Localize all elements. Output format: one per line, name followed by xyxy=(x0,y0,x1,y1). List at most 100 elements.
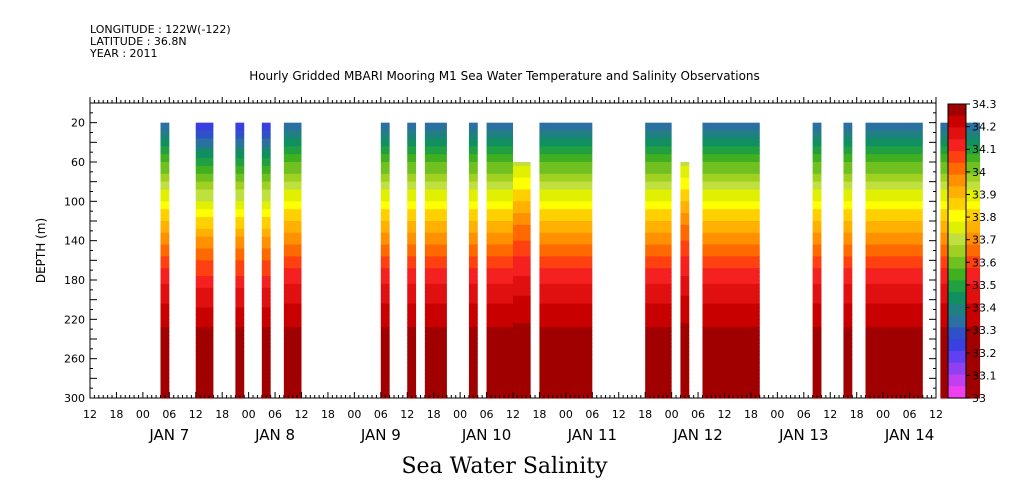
x-tick-label: 00 xyxy=(665,408,679,421)
salinity-column xyxy=(539,122,593,399)
y-tick-label: 180 xyxy=(64,274,85,287)
x-tick-label: 12 xyxy=(83,408,97,421)
colorbar-swatch xyxy=(948,115,966,129)
salinity-column xyxy=(424,122,447,399)
colorbar-label: 33.5 xyxy=(972,279,997,292)
salinity-column xyxy=(283,122,302,399)
x-day-label: JAN 11 xyxy=(567,426,618,444)
salinity-column xyxy=(160,122,170,399)
colorbar-swatch xyxy=(948,327,966,340)
y-tick-label: 60 xyxy=(71,156,85,169)
x-tick-label: 06 xyxy=(585,408,599,421)
x-tick-label: 18 xyxy=(427,408,441,421)
colorbar-swatch xyxy=(948,339,966,352)
colorbar-label: 33.2 xyxy=(972,347,997,360)
salinity-column xyxy=(468,122,478,399)
x-tick-label: 12 xyxy=(400,408,414,421)
colorbar-swatch xyxy=(948,221,966,234)
salinity-column xyxy=(843,122,853,399)
x-tick-label: 06 xyxy=(691,408,705,421)
colorbar-label: 34 xyxy=(972,166,986,179)
colorbar-swatch xyxy=(948,139,966,152)
y-axis-label: DEPTH (m) xyxy=(34,218,48,283)
colorbar-swatch xyxy=(948,198,966,211)
colorbar-frame xyxy=(947,103,967,399)
x-day-label: JAN 9 xyxy=(360,426,401,444)
colorbar-label: 33.4 xyxy=(972,302,997,315)
colorbar-label: 33.6 xyxy=(972,256,997,269)
colorbar-swatch xyxy=(948,374,966,387)
x-tick-label: 00 xyxy=(559,408,573,421)
x-tick-label: 06 xyxy=(268,408,282,421)
colorbar-label: 33.3 xyxy=(972,324,997,337)
colorbar-swatch xyxy=(948,386,966,399)
x-tick-label: 00 xyxy=(770,408,784,421)
salinity-column xyxy=(407,122,417,399)
colorbar-swatch xyxy=(948,362,966,375)
colorbar-label: 33.7 xyxy=(972,234,997,247)
colorbar-swatch xyxy=(948,151,966,164)
x-tick-label: 00 xyxy=(347,408,361,421)
colorbar-swatch xyxy=(948,186,966,199)
x-tick-label: 06 xyxy=(903,408,917,421)
salinity-column xyxy=(865,122,923,399)
y-tick-label: 140 xyxy=(64,235,85,248)
x-tick-label: 12 xyxy=(506,408,520,421)
colorbar-swatch xyxy=(948,233,966,246)
colorbar-label: 34.3 xyxy=(972,98,997,111)
chart-title: Hourly Gridded MBARI Mooring M1 Sea Wate… xyxy=(249,69,760,83)
variable-title: Sea Water Salinity xyxy=(401,454,608,479)
x-tick-label: 12 xyxy=(295,408,309,421)
x-tick-label: 06 xyxy=(374,408,388,421)
y-tick-label: 300 xyxy=(64,392,85,405)
salinity-column xyxy=(380,122,390,399)
salinity-column xyxy=(261,122,271,399)
x-tick-label: 06 xyxy=(480,408,494,421)
x-tick-label: 18 xyxy=(109,408,123,421)
salinity-column xyxy=(195,122,214,399)
colorbar-swatch xyxy=(948,162,966,176)
x-tick-label: 12 xyxy=(718,408,732,421)
x-tick-label: 18 xyxy=(532,408,546,421)
colorbar-swatch xyxy=(948,245,966,258)
x-tick-label: 00 xyxy=(242,408,256,421)
colorbar-swatch xyxy=(948,174,966,187)
salinity-column xyxy=(486,122,513,399)
colorbar-swatch xyxy=(948,292,966,305)
x-tick-label: 18 xyxy=(638,408,652,421)
y-tick-label: 260 xyxy=(64,353,85,366)
salinity-column xyxy=(680,162,690,399)
x-tick-label: 00 xyxy=(453,408,467,421)
y-tick-label: 220 xyxy=(64,313,85,326)
x-tick-label: 00 xyxy=(876,408,890,421)
x-day-label: JAN 13 xyxy=(778,426,829,444)
colorbar-swatch xyxy=(948,280,966,293)
y-tick-label: 100 xyxy=(64,195,85,208)
x-tick-label: 00 xyxy=(136,408,150,421)
x-tick-label: 18 xyxy=(744,408,758,421)
x-day-label: JAN 8 xyxy=(254,426,295,444)
colorbar-swatch xyxy=(948,104,966,117)
latitude-label: LATITUDE : 36.8N xyxy=(90,35,187,48)
x-tick-label: 18 xyxy=(215,408,229,421)
colorbar-swatch xyxy=(948,209,966,223)
x-tick-label: 12 xyxy=(612,408,626,421)
salinity-column xyxy=(513,162,531,399)
colorbar-swatch xyxy=(948,268,966,281)
x-tick-label: 18 xyxy=(850,408,864,421)
salinity-column xyxy=(702,122,760,399)
year-label: YEAR : 2011 xyxy=(90,47,158,60)
x-tick-label: 18 xyxy=(321,408,335,421)
colorbar-label: 34.1 xyxy=(972,143,997,156)
y-tick-label: 20 xyxy=(71,117,85,130)
x-day-label: JAN 12 xyxy=(672,426,723,444)
x-tick-label: 06 xyxy=(162,408,176,421)
colorbar-label: 33 xyxy=(972,392,986,405)
colorbar-swatch xyxy=(948,315,966,328)
colorbar-label: 33.1 xyxy=(972,369,997,382)
salinity-column xyxy=(645,122,672,399)
x-day-label: JAN 14 xyxy=(884,426,935,444)
colorbar-swatch xyxy=(948,303,966,317)
colorbar-label: 34.2 xyxy=(972,121,997,134)
